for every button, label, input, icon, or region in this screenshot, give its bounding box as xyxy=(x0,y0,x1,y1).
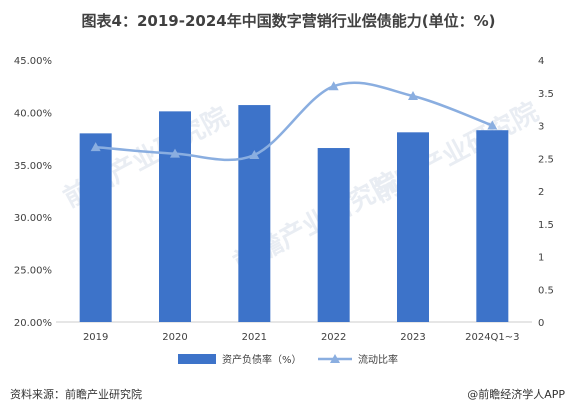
x-tick-label: 2024Q1~3 xyxy=(465,332,519,343)
left-tick-label: 20.00% xyxy=(14,318,52,329)
left-axis-ticks: 20.00% 25.00% 30.00% 35.00% 40.00% 45.00% xyxy=(14,56,52,329)
x-tick-label: 2023 xyxy=(400,332,425,343)
x-tick-label: 2020 xyxy=(162,332,187,343)
legend-line-label: 流动比率 xyxy=(358,353,398,366)
legend-bar-label: 资产负债率（%） xyxy=(222,353,302,366)
bar xyxy=(159,111,191,323)
legend-line-marker xyxy=(330,354,340,363)
x-axis-ticks: 2019 2020 2021 2022 2023 2024Q1~3 xyxy=(83,332,520,343)
x-tick-label: 2019 xyxy=(83,332,108,343)
right-tick-label: 1 xyxy=(538,253,544,264)
source-note: 资料来源：前瞻产业研究院 xyxy=(10,388,142,401)
legend-bar-swatch xyxy=(178,354,216,364)
line-marker xyxy=(487,120,498,130)
left-tick-label: 25.00% xyxy=(14,266,52,277)
right-tick-label: 3 xyxy=(538,122,544,133)
x-tick-label: 2022 xyxy=(321,332,346,343)
bar xyxy=(79,133,112,322)
line-series xyxy=(90,81,498,162)
right-tick-label: 0 xyxy=(538,318,544,329)
right-tick-label: 3.5 xyxy=(538,89,554,100)
credit-note: @前瞻经济学人APP xyxy=(467,388,565,401)
bar xyxy=(317,148,350,322)
chart-title: 图表4：2019-2024年中国数字营销行业偿债能力(单位：%) xyxy=(81,12,496,30)
right-axis-ticks: 0 0.5 1 1.5 2 2.5 3 3.5 4 xyxy=(538,56,554,329)
bar-series xyxy=(79,105,509,323)
right-tick-label: 1.5 xyxy=(538,220,554,231)
watermark-text: 前瞻产业研究院 xyxy=(368,96,543,209)
left-tick-label: 40.00% xyxy=(14,108,52,119)
x-tick-label: 2021 xyxy=(242,332,267,343)
line-marker xyxy=(408,91,418,101)
bar xyxy=(397,132,429,322)
left-tick-label: 35.00% xyxy=(14,161,52,172)
right-tick-label: 0.5 xyxy=(538,285,554,296)
line-marker xyxy=(249,149,260,159)
right-tick-label: 2 xyxy=(538,187,544,198)
left-tick-label: 30.00% xyxy=(14,213,52,224)
right-tick-label: 2.5 xyxy=(538,154,554,165)
left-tick-label: 45.00% xyxy=(14,56,52,67)
line-marker xyxy=(328,81,339,91)
line-marker xyxy=(170,148,180,158)
bar xyxy=(476,130,509,322)
right-tick-label: 4 xyxy=(538,56,544,67)
legend: 资产负债率（%） 流动比率 xyxy=(178,353,398,366)
bar xyxy=(238,105,271,323)
line-marker xyxy=(90,142,101,152)
